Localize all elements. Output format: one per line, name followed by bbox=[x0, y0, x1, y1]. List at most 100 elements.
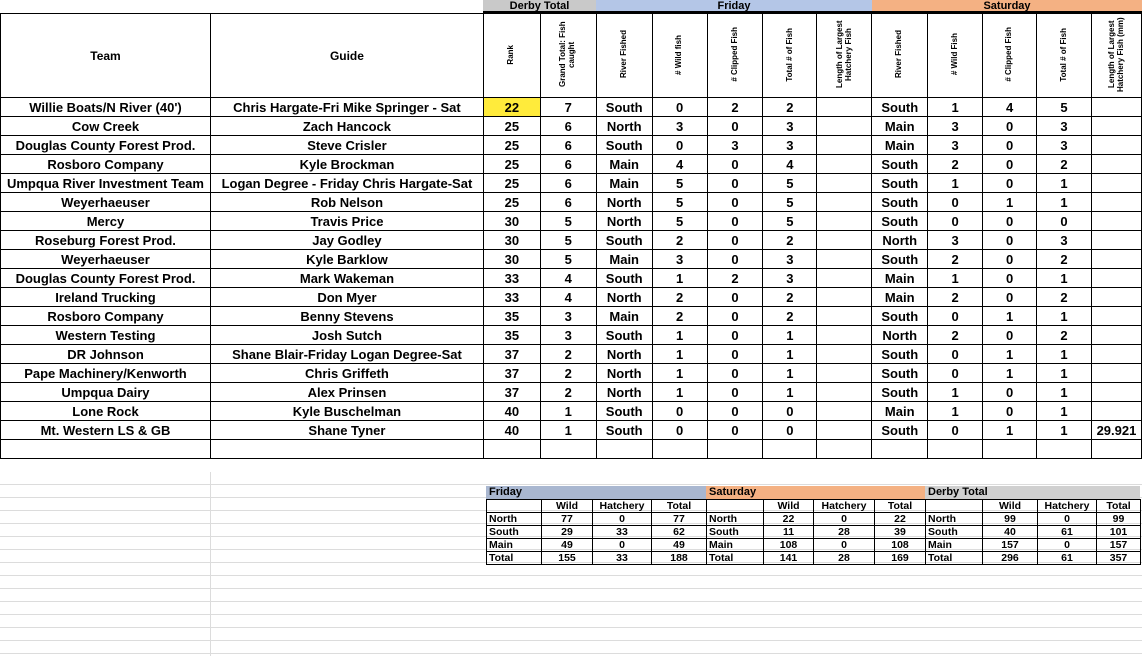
cell-sat-length[interactable] bbox=[1090, 97, 1142, 117]
cell-fri-total[interactable]: 4 bbox=[762, 154, 818, 174]
summary-cell[interactable]: 0 bbox=[1037, 538, 1097, 552]
cell-fri-clipped[interactable]: 0 bbox=[706, 287, 764, 307]
cell-sat-river[interactable]: South bbox=[871, 192, 929, 212]
cell-fri-clipped[interactable]: 3 bbox=[706, 135, 764, 155]
summary-cell[interactable]: 49 bbox=[541, 538, 593, 552]
cell-grand-total[interactable]: 5 bbox=[539, 230, 597, 250]
summary-cell[interactable]: 296 bbox=[982, 551, 1038, 565]
cell-guide[interactable]: Steve Crisler bbox=[209, 135, 484, 155]
cell-fri-total[interactable]: 3 bbox=[762, 249, 818, 269]
summary-cell[interactable]: 141 bbox=[763, 551, 814, 565]
cell-fri-total[interactable]: 1 bbox=[762, 382, 818, 402]
cell-sat-wild[interactable]: 3 bbox=[927, 116, 984, 136]
cell-fri-river[interactable]: South bbox=[595, 420, 653, 440]
cell-fri-length[interactable] bbox=[816, 249, 873, 269]
cell-grand-total[interactable]: 2 bbox=[539, 382, 597, 402]
cell-fri-total[interactable] bbox=[762, 439, 818, 459]
cell-rank[interactable]: 37 bbox=[482, 344, 541, 364]
cell-grand-total[interactable]: 6 bbox=[539, 116, 597, 136]
cell-rank[interactable]: 22 bbox=[482, 97, 541, 117]
cell-fri-clipped[interactable]: 0 bbox=[706, 344, 764, 364]
cell-fri-clipped[interactable]: 0 bbox=[706, 401, 764, 421]
cell-sat-total[interactable]: 0 bbox=[1036, 211, 1092, 231]
cell-sat-clipped[interactable]: 0 bbox=[982, 116, 1037, 136]
cell-sat-river[interactable]: South bbox=[871, 249, 929, 269]
cell-fri-total[interactable]: 3 bbox=[762, 135, 818, 155]
cell-fri-river[interactable]: Main bbox=[595, 306, 653, 326]
summary-cell[interactable]: 101 bbox=[1096, 525, 1141, 539]
cell-rank[interactable] bbox=[482, 439, 541, 459]
cell-grand-total[interactable]: 1 bbox=[539, 420, 597, 440]
cell-fri-river[interactable]: South bbox=[595, 230, 653, 250]
cell-fri-wild[interactable]: 2 bbox=[651, 230, 708, 250]
cell-sat-clipped[interactable]: 0 bbox=[982, 154, 1037, 174]
cell-team[interactable]: Rosboro Company bbox=[0, 154, 211, 174]
cell-grand-total[interactable]: 5 bbox=[539, 211, 597, 231]
cell-fri-river[interactable]: North bbox=[595, 287, 653, 307]
cell-sat-total[interactable]: 1 bbox=[1036, 401, 1092, 421]
cell-fri-total[interactable]: 0 bbox=[762, 420, 818, 440]
cell-rank[interactable]: 25 bbox=[482, 192, 541, 212]
cell-sat-total[interactable]: 1 bbox=[1036, 344, 1092, 364]
cell-sat-length[interactable] bbox=[1090, 173, 1142, 193]
cell-grand-total[interactable]: 6 bbox=[539, 154, 597, 174]
summary-cell[interactable]: 108 bbox=[763, 538, 814, 552]
cell-sat-river[interactable]: South bbox=[871, 211, 929, 231]
cell-fri-total[interactable]: 1 bbox=[762, 344, 818, 364]
summary-cell[interactable]: 108 bbox=[874, 538, 926, 552]
cell-rank[interactable]: 37 bbox=[482, 363, 541, 383]
cell-sat-total[interactable]: 2 bbox=[1036, 249, 1092, 269]
cell-fri-clipped[interactable]: 0 bbox=[706, 211, 764, 231]
cell-sat-length[interactable] bbox=[1090, 230, 1142, 250]
header-rank[interactable]: Rank bbox=[482, 13, 541, 98]
cell-fri-length[interactable] bbox=[816, 382, 873, 402]
cell-fri-wild[interactable]: 5 bbox=[651, 211, 708, 231]
cell-team[interactable]: Weyerhaeuser bbox=[0, 249, 211, 269]
cell-rank[interactable]: 35 bbox=[482, 325, 541, 345]
cell-fri-river[interactable]: Main bbox=[595, 154, 653, 174]
cell-sat-clipped[interactable]: 1 bbox=[982, 420, 1037, 440]
cell-sat-length[interactable] bbox=[1090, 382, 1142, 402]
cell-fri-wild[interactable]: 5 bbox=[651, 192, 708, 212]
cell-fri-river[interactable]: Main bbox=[595, 249, 653, 269]
summary-cell[interactable]: 99 bbox=[1096, 512, 1141, 526]
summary-row-label[interactable]: Main bbox=[925, 538, 983, 552]
summary-cell[interactable]: 28 bbox=[813, 525, 875, 539]
cell-sat-river[interactable] bbox=[871, 439, 929, 459]
cell-sat-total[interactable]: 1 bbox=[1036, 420, 1092, 440]
cell-sat-wild[interactable] bbox=[927, 439, 984, 459]
cell-team[interactable]: Weyerhaeuser bbox=[0, 192, 211, 212]
cell-fri-wild[interactable] bbox=[651, 439, 708, 459]
cell-sat-clipped[interactable]: 0 bbox=[982, 173, 1037, 193]
cell-fri-length[interactable] bbox=[816, 173, 873, 193]
cell-fri-length[interactable] bbox=[816, 287, 873, 307]
cell-sat-wild[interactable]: 0 bbox=[927, 363, 984, 383]
summary-cell[interactable]: 33 bbox=[592, 551, 652, 565]
cell-fri-length[interactable] bbox=[816, 116, 873, 136]
cell-sat-wild[interactable]: 2 bbox=[927, 249, 984, 269]
cell-fri-total[interactable]: 5 bbox=[762, 173, 818, 193]
header-fri-river[interactable]: River Fished bbox=[595, 13, 653, 98]
cell-rank[interactable]: 40 bbox=[482, 420, 541, 440]
summary-cell[interactable]: 99 bbox=[982, 512, 1038, 526]
cell-sat-total[interactable]: 1 bbox=[1036, 363, 1092, 383]
cell-fri-clipped[interactable]: 2 bbox=[706, 97, 764, 117]
summary-row-label[interactable]: Total bbox=[706, 551, 764, 565]
summary-row-label[interactable]: Main bbox=[486, 538, 542, 552]
cell-sat-total[interactable]: 1 bbox=[1036, 268, 1092, 288]
cell-team[interactable]: Pape Machinery/Kenworth bbox=[0, 363, 211, 383]
cell-sat-wild[interactable]: 2 bbox=[927, 154, 984, 174]
summary-row-label[interactable]: North bbox=[706, 512, 764, 526]
cell-team[interactable]: Rosboro Company bbox=[0, 306, 211, 326]
cell-fri-length[interactable] bbox=[816, 439, 873, 459]
header-guide[interactable]: Guide bbox=[209, 13, 484, 98]
cell-sat-clipped[interactable]: 1 bbox=[982, 344, 1037, 364]
cell-fri-river[interactable]: Main bbox=[595, 173, 653, 193]
cell-fri-wild[interactable]: 1 bbox=[651, 382, 708, 402]
cell-sat-river[interactable]: South bbox=[871, 306, 929, 326]
cell-team[interactable]: Ireland Trucking bbox=[0, 287, 211, 307]
cell-rank[interactable]: 25 bbox=[482, 135, 541, 155]
cell-fri-river[interactable]: North bbox=[595, 211, 653, 231]
summary-cell[interactable]: 77 bbox=[541, 512, 593, 526]
cell-sat-wild[interactable]: 0 bbox=[927, 344, 984, 364]
